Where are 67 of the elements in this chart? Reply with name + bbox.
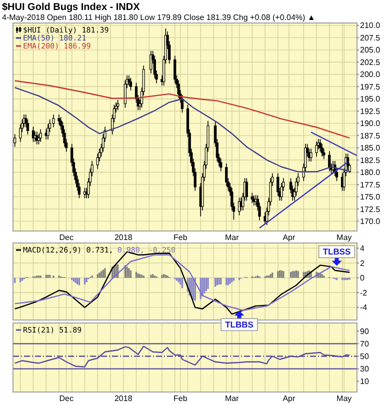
y-tick-label: 10 [360, 377, 370, 386]
y-tick-label: 4 [360, 244, 365, 253]
candlestick [250, 192, 254, 204]
y-tick-label: 180.0 [360, 168, 381, 178]
y-tick-label: 0 [360, 274, 365, 283]
candlestick [320, 143, 324, 158]
y-tick-label: 182.5 [360, 156, 381, 165]
annotation: TLBSS [322, 246, 352, 257]
candlestick [129, 77, 132, 91]
y-tick-label: 185.0 [360, 144, 381, 153]
y-tick-label: 30 [360, 364, 370, 374]
x-tick-label: Feb [174, 233, 188, 242]
candlestick [52, 114, 55, 128]
candlestick [39, 128, 42, 142]
y-tick-label: 207.5 [360, 33, 381, 42]
y-tick-label: 205.0 [360, 46, 381, 55]
line-series [14, 80, 350, 139]
x-tick-label: Dec [59, 394, 74, 403]
x-tick-label: 2018 [114, 394, 133, 403]
x-tick-label: Mar [225, 394, 240, 403]
annotation: TLBBS [225, 320, 254, 330]
y-tick-label: 50 [360, 352, 370, 362]
x-tick-label: Dec [59, 233, 74, 242]
y-tick-label: 172.5 [360, 204, 381, 214]
candlestick [315, 141, 318, 158]
y-tick-label: 70 [360, 340, 370, 348]
candlestick [116, 99, 120, 111]
y-tick-label: 200.0 [360, 70, 381, 80]
y-tick-label: 210.0 [360, 21, 381, 30]
x-tick-label: May [336, 394, 352, 403]
y-tick-label: -2 [360, 288, 368, 298]
candlestick [36, 131, 38, 145]
candlestick [96, 153, 99, 170]
candlestick [34, 131, 36, 142]
y-tick-label: 90 [360, 326, 370, 336]
candlestick [322, 148, 326, 160]
candlestick [19, 124, 22, 142]
y-tick-label: 175.0 [360, 192, 381, 202]
chart-title: $HUI Gold Bugs Index - INDX [2, 2, 140, 13]
candlestick [124, 80, 127, 108]
x-tick-label: May [336, 233, 352, 242]
chart-subtitle: 4-May-2018 Open 180.11 High 181.80 Low 179.89 Close 181.39 Chg +0.08 (+0.04%) ▲ [2, 13, 316, 22]
y-tick-label: 195.0 [360, 94, 381, 104]
candlestick [128, 74, 130, 86]
y-tick-label: 177.5 [360, 180, 381, 190]
y-tick-label: 2 [360, 258, 365, 268]
x-tick-label: Mar [225, 233, 240, 242]
y-tick-label: -4 [360, 303, 368, 312]
candlestick [46, 124, 50, 140]
candlestick [276, 172, 280, 196]
candlestick [310, 148, 312, 162]
candlestick [153, 55, 156, 79]
candlestick [174, 55, 176, 84]
x-tick-label: 2018 [114, 233, 133, 242]
y-tick-label: 197.5 [360, 82, 381, 92]
line-series [14, 87, 350, 172]
y-tick-label: 187.5 [360, 131, 381, 140]
y-tick-label: 170.0 [360, 217, 381, 226]
candlestick [58, 114, 60, 126]
y-tick-label: 192.5 [360, 106, 381, 116]
candlestick [150, 50, 152, 74]
x-tick-label: Apr [282, 233, 296, 242]
x-tick-label: Feb [174, 394, 188, 403]
candlestick [318, 138, 322, 152]
x-tick-label: Apr [282, 394, 296, 403]
y-tick-label: 202.5 [360, 58, 381, 67]
y-tick-label: 190.0 [360, 119, 381, 128]
